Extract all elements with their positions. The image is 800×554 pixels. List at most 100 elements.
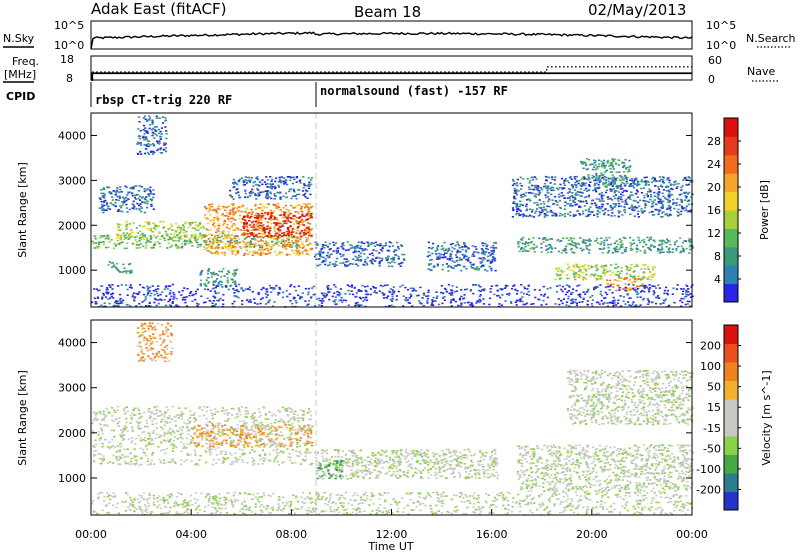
rti-cell [123,247,126,250]
rti-cell [159,147,162,149]
rti-cell [193,432,196,434]
rti-cell [668,190,671,193]
rti-cell [339,293,342,295]
rti-cell [593,161,596,164]
rti-cell [219,232,222,235]
rti-cell [674,180,677,183]
rti-cell [603,212,606,214]
rti-cell [556,285,559,287]
rti-cell [633,179,637,181]
rti-cell [100,200,103,203]
rti-cell [527,186,531,189]
rti-cell [520,214,523,216]
rti-cell [145,148,148,151]
rti-cell [645,183,648,185]
rti-cell [685,284,688,286]
rti-cell [197,224,200,226]
rti-cell [569,211,572,213]
rti-cell [456,264,459,266]
rti-cell [427,263,431,265]
rti-cell [149,192,152,194]
rti-cell [665,245,668,248]
rti-cell [631,207,634,209]
rti-cell [613,299,616,302]
rti-cell [248,251,251,254]
rti-cell [579,274,582,277]
rti-cell [303,229,306,231]
rti-cell [121,210,124,213]
rti-cell [301,292,304,294]
rti-cell [603,269,606,272]
rti-cell [123,267,126,270]
rti-cell [362,300,365,302]
rti-cell [441,302,444,305]
rti-cell [299,246,302,249]
rti-cell [333,265,336,267]
rti-cell [596,278,599,281]
rti-cell [625,277,628,279]
rti-cell [390,260,394,263]
rti-cell [306,203,309,205]
rti-cell [573,183,576,186]
rti-cell [256,222,259,224]
rti-cell [532,237,535,239]
rti-cell [647,190,650,193]
rti-cell [128,223,131,225]
rti-cell [518,214,522,216]
rti-cell [399,262,402,265]
rti-cell [651,285,654,287]
rti-cell [653,246,656,248]
rti-cell [575,304,579,306]
rti-cell [376,244,379,246]
rti-cell [127,198,130,200]
rti-cell [532,248,535,250]
rti-cell [603,239,606,242]
rti-cell [105,209,108,211]
rti-cell [624,237,627,240]
rti-cell [596,210,599,213]
rti-cell [419,286,422,289]
rti-cell [323,246,326,249]
rti-cell [464,244,467,247]
rti-cell [585,164,588,167]
rti-cell [207,222,210,225]
rti-cell [445,252,448,254]
rti-cell [356,301,359,304]
rti-cell [637,181,640,183]
rti-cell [366,241,369,244]
rti-cell [519,182,522,185]
rti-cell [145,145,148,147]
rti-cell [226,273,229,275]
rti-cell [597,207,600,210]
rti-cell [629,179,632,181]
rti-cell [310,213,313,215]
rti-cell [289,456,292,459]
rti-cell [300,218,303,221]
rti-cell [530,303,533,305]
rti-cell [232,214,235,216]
rti-cell [340,255,343,258]
rti-cell [150,128,154,131]
rti-cell [684,195,687,197]
rti-cell [223,230,226,232]
rti-cell [613,190,616,193]
rti-cell [133,185,136,188]
rti-cell [269,176,272,178]
rti-cell [573,273,576,276]
rti-cell [387,250,391,252]
rti-cell [546,214,549,217]
rti-cell [243,232,246,235]
rti-cell [587,194,591,197]
rti-cell [256,176,259,178]
rti-cell [273,193,276,195]
rti-cell [364,293,367,296]
rti-cell [373,245,376,247]
rti-cell [609,274,612,276]
rti-cell [226,281,230,284]
rti-cell [230,248,233,250]
rti-cell [662,251,665,253]
rti-cell [336,257,339,260]
rti-cell [216,217,219,220]
rti-cell [229,211,232,214]
rti-cell [548,246,551,249]
